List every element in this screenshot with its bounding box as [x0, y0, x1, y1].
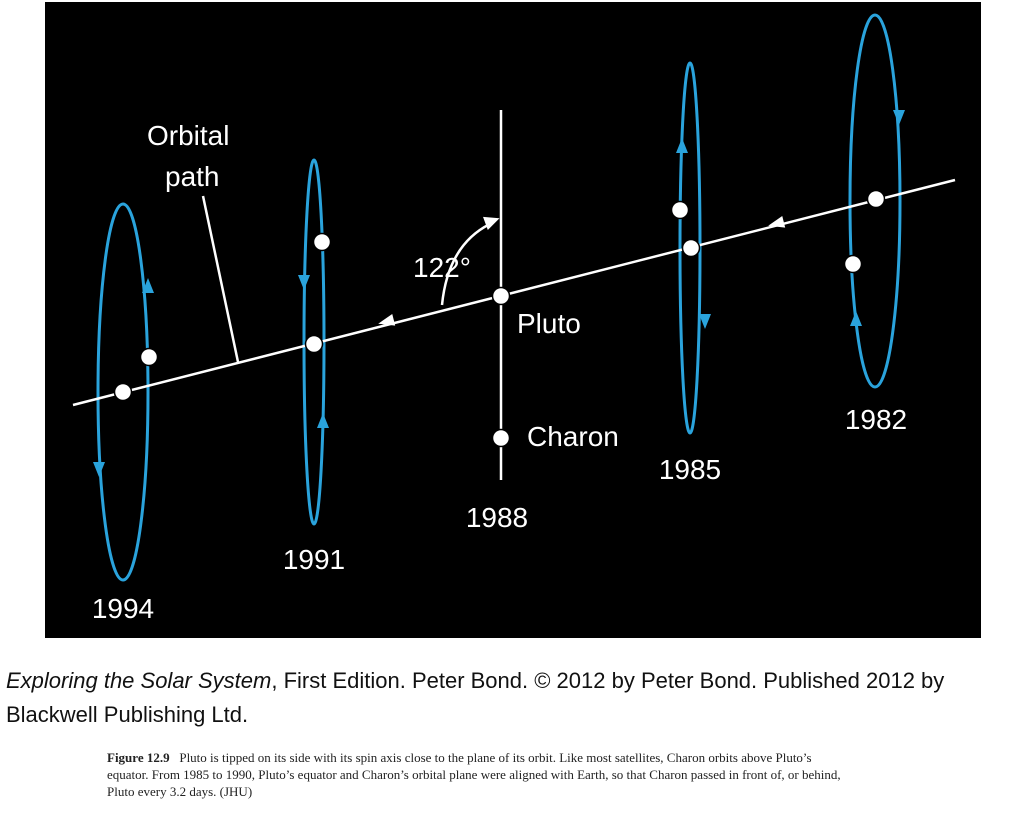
- figure: Orbital path 122° Pluto Charon 1994 1991…: [45, 2, 981, 638]
- arrow: [850, 311, 862, 326]
- caption-text: Pluto every 3.2 days. (JHU): [107, 784, 253, 799]
- angle-arc: [440, 222, 491, 306]
- charon-1991: [312, 232, 332, 252]
- credit: Exploring the Solar System, First Editio…: [6, 668, 944, 694]
- arrow: [142, 278, 154, 293]
- orbit-1982: [848, 13, 902, 389]
- caption-text: equator. From 1985 to 1990, Pluto’s equa…: [107, 767, 841, 782]
- arrow: [699, 314, 711, 329]
- angle-label: 122°: [413, 252, 471, 283]
- year: 1988: [466, 502, 528, 533]
- arrow: [483, 216, 500, 230]
- pointer: [201, 195, 240, 363]
- pluto-1982: [866, 189, 886, 209]
- caption: Figure 12.9 Pluto is tipped on its side …: [107, 750, 812, 766]
- caption-text: Pluto is tipped on its side with its spi…: [179, 750, 812, 765]
- year: 1982: [845, 404, 907, 435]
- pluto-1985: [681, 238, 701, 258]
- year: 1994: [92, 593, 154, 624]
- charon-1994: [139, 347, 159, 367]
- credit-text: , First Edition. Peter Bond. © 2012 by P…: [271, 668, 945, 693]
- orbital-path: [72, 178, 956, 407]
- label: Pluto: [517, 308, 581, 339]
- orbit-1994: [96, 202, 150, 582]
- line-arrows: [378, 215, 786, 326]
- arrow: [893, 110, 905, 125]
- arrow: [317, 413, 329, 428]
- label: Charon: [527, 421, 619, 452]
- arrow: [298, 275, 310, 290]
- arrow: [93, 462, 105, 477]
- orbit-arrows: [93, 110, 905, 477]
- charon-1982: [843, 254, 863, 274]
- panel: [45, 2, 981, 638]
- charon-1988: [491, 428, 511, 448]
- year: 1991: [283, 544, 345, 575]
- arrow: [768, 215, 786, 228]
- arrow: [378, 313, 396, 326]
- caption-label: Figure 12.9: [107, 750, 170, 765]
- book-title: Exploring the Solar System: [6, 668, 272, 693]
- charon-1985: [670, 200, 690, 220]
- pluto-1994: [113, 382, 133, 402]
- label: path: [165, 161, 220, 192]
- bodies: [113, 189, 886, 448]
- year: 1985: [659, 454, 721, 485]
- pluto-1991: [304, 334, 324, 354]
- arrow: [676, 138, 688, 153]
- label: Orbital: [147, 120, 229, 151]
- credit: Blackwell Publishing Ltd.: [6, 702, 249, 727]
- pluto-1988: [491, 286, 511, 306]
